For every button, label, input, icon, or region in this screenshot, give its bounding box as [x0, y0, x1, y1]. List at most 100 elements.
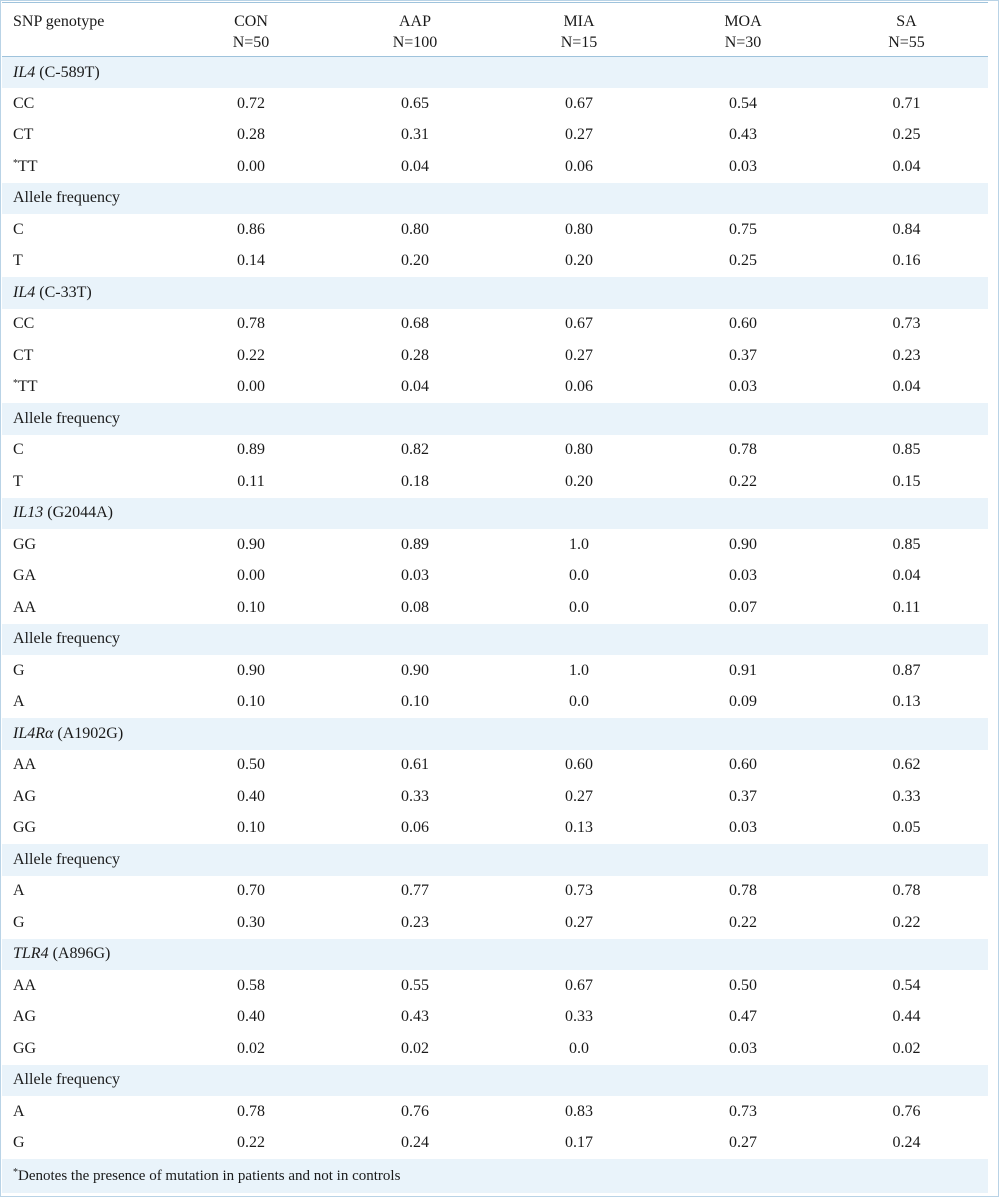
frequency-cell: 0.73 [497, 875, 661, 907]
gene-variant: (C-589T) [35, 63, 100, 81]
frequency-cell: 0.0 [497, 560, 661, 592]
frequency-cell: 0.03 [333, 560, 497, 592]
frequency-cell: 0.54 [825, 970, 988, 1002]
genotype-text: GG [13, 535, 37, 553]
table-row: A 0.10 0.10 0.0 0.09 0.13 [2, 686, 988, 718]
frequency-cell: 0.37 [661, 340, 825, 372]
gene-name: IL4 [13, 283, 36, 301]
table-row: A 0.70 0.77 0.73 0.78 0.78 [2, 875, 988, 907]
frequency-cell: 0.86 [169, 214, 333, 246]
genotype-label: AA [2, 592, 169, 624]
genotype-text: G [13, 661, 25, 679]
frequency-cell: 0.76 [825, 1096, 988, 1128]
frequency-cell: 0.78 [661, 434, 825, 466]
allele-frequency-row: Allele frequency [2, 623, 988, 655]
gene-section-label: TLR4 (A896G) [2, 938, 988, 970]
table-row: CC 0.72 0.65 0.67 0.54 0.71 [2, 88, 988, 120]
header-n: N=55 [888, 34, 925, 51]
frequency-cell: 0.60 [497, 749, 661, 781]
gene-section-row: IL4Rα (A1902G) [2, 718, 988, 750]
table-row: GA 0.00 0.03 0.0 0.03 0.04 [2, 560, 988, 592]
genotype-text: C [13, 220, 24, 238]
footnote-marker: * [13, 157, 18, 169]
frequency-cell: 0.80 [333, 214, 497, 246]
gene-variant: (A896G) [48, 945, 111, 963]
allele-frequency-row: Allele frequency [2, 1064, 988, 1096]
frequency-cell: 0.77 [333, 875, 497, 907]
allele-frequency-label: Allele frequency [2, 1064, 988, 1096]
frequency-cell: 0.27 [497, 340, 661, 372]
gene-name: IL4 [13, 63, 36, 81]
table-row: AA 0.58 0.55 0.67 0.50 0.54 [2, 970, 988, 1002]
frequency-cell: 0.22 [661, 907, 825, 939]
frequency-cell: 0.73 [825, 308, 988, 340]
frequency-cell: 0.28 [333, 340, 497, 372]
frequency-cell: 0.14 [169, 245, 333, 277]
frequency-cell: 0.04 [333, 151, 497, 183]
frequency-cell: 0.60 [661, 308, 825, 340]
header-aap: AAP N=100 [333, 2, 497, 57]
frequency-cell: 0.50 [661, 970, 825, 1002]
genotype-label: A [2, 1096, 169, 1128]
frequency-cell: 0.06 [497, 151, 661, 183]
genotype-text: G [13, 913, 25, 931]
genotype-label: CC [2, 88, 169, 120]
frequency-cell: 0.67 [497, 308, 661, 340]
frequency-cell: 0.43 [661, 119, 825, 151]
frequency-cell: 0.73 [661, 1096, 825, 1128]
frequency-cell: 0.80 [497, 214, 661, 246]
gene-name: TLR4 [13, 945, 49, 963]
frequency-cell: 0.13 [825, 686, 988, 718]
genotype-text: TT [18, 378, 38, 396]
frequency-cell: 0.02 [169, 1033, 333, 1065]
footnote-marker: * [13, 378, 18, 390]
frequency-cell: 0.84 [825, 214, 988, 246]
frequency-cell: 0.90 [169, 655, 333, 687]
genotype-text: GG [13, 1039, 37, 1057]
frequency-cell: 0.30 [169, 907, 333, 939]
footnote-text: Denotes the presence of mutation in pati… [18, 1167, 401, 1184]
genotype-label: CT [2, 119, 169, 151]
footnote: *Denotes the presence of mutation in pat… [2, 1159, 988, 1193]
genotype-label: A [2, 686, 169, 718]
frequency-cell: 0.00 [169, 560, 333, 592]
table-row: C 0.86 0.80 0.80 0.75 0.84 [2, 214, 988, 246]
frequency-cell: 0.03 [661, 371, 825, 403]
genotype-label: G [2, 655, 169, 687]
frequency-cell: 0.10 [169, 592, 333, 624]
header-n: N=50 [232, 34, 270, 51]
frequency-cell: 0.10 [169, 686, 333, 718]
genotype-text: AG [13, 1008, 37, 1026]
genotype-label: AG [2, 1001, 169, 1033]
table-row: T 0.11 0.18 0.20 0.22 0.15 [2, 466, 988, 498]
table-row: CT 0.22 0.28 0.27 0.37 0.23 [2, 340, 988, 372]
genotype-label: AA [2, 970, 169, 1002]
genotype-text: AA [13, 976, 37, 994]
frequency-cell: 0.18 [333, 466, 497, 498]
frequency-cell: 0.83 [497, 1096, 661, 1128]
frequency-cell: 0.22 [825, 907, 988, 939]
table-row: G 0.30 0.23 0.27 0.22 0.22 [2, 907, 988, 939]
table-row: AA 0.50 0.61 0.60 0.60 0.62 [2, 749, 988, 781]
frequency-cell: 0.27 [661, 1127, 825, 1159]
frequency-cell: 0.85 [825, 434, 988, 466]
frequency-cell: 0.23 [333, 907, 497, 939]
allele-frequency-label: Allele frequency [2, 844, 988, 876]
frequency-cell: 0.16 [825, 245, 988, 277]
frequency-cell: 0.27 [497, 907, 661, 939]
header-name: AAP [398, 13, 431, 30]
frequency-cell: 1.0 [497, 655, 661, 687]
genotype-label: C [2, 214, 169, 246]
frequency-cell: 0.40 [169, 1001, 333, 1033]
frequency-cell: 0.40 [169, 781, 333, 813]
header-sa: SA N=55 [825, 2, 988, 57]
genotype-label: A [2, 875, 169, 907]
header-name: MOA [724, 13, 762, 30]
genotype-text: T [13, 472, 23, 490]
frequency-cell: 0.50 [169, 749, 333, 781]
frequency-cell: 0.06 [333, 812, 497, 844]
frequency-cell: 0.76 [333, 1096, 497, 1128]
table-row: C 0.89 0.82 0.80 0.78 0.85 [2, 434, 988, 466]
